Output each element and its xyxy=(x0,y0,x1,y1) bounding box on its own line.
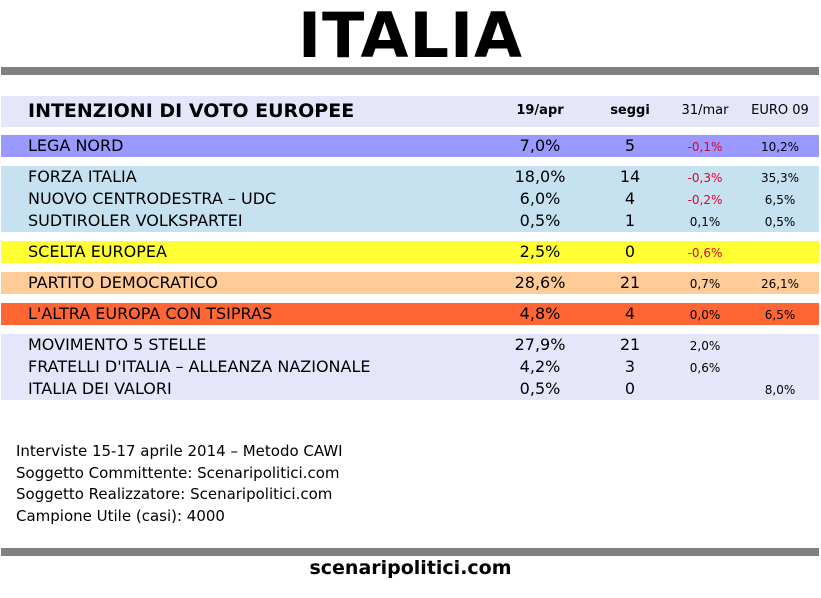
seats: 1 xyxy=(624,211,636,230)
party-group-band xyxy=(1,272,819,294)
seats: 3 xyxy=(624,357,636,376)
note-line: Campione Utile (casi): 4000 xyxy=(16,506,225,525)
party-name: SUDTIROLER VOLKSPARTEI xyxy=(28,211,243,230)
vote-share: 18,0% xyxy=(514,167,566,186)
party-group-band xyxy=(1,334,819,400)
bottom-divider xyxy=(1,548,819,556)
vote-share: 28,6% xyxy=(514,273,566,292)
col-header-19apr: 19/apr xyxy=(516,103,564,118)
party-group-band xyxy=(1,303,819,325)
party-name: PARTITO DEMOCRATICO xyxy=(28,273,218,292)
page-title: ITALIA xyxy=(297,0,524,72)
table-row: ITALIA DEI VALORI 0,5% 0 8,0% xyxy=(0,378,821,400)
party-group-band xyxy=(1,135,819,157)
survey-notes: Interviste 15-17 aprile 2014 – Metodo CA… xyxy=(16,441,343,527)
table-row: SCELTA EUROPEA 2,5% 0 -0,6% xyxy=(0,241,821,263)
party-name: ITALIA DEI VALORI xyxy=(28,379,172,398)
top-divider xyxy=(1,67,819,75)
party-name: SCELTA EUROPEA xyxy=(28,242,167,261)
change-31mar: 0,0% xyxy=(689,308,721,322)
euro09-result: 8,0% xyxy=(764,383,796,397)
seats: 4 xyxy=(624,189,636,208)
vote-share: 4,8% xyxy=(519,304,561,323)
note-line: Interviste 15-17 aprile 2014 – Metodo CA… xyxy=(16,442,343,460)
table-row: FRATELLI D'ITALIA – ALLEANZA NAZIONALE 4,… xyxy=(0,356,821,378)
change-31mar: -0,1% xyxy=(687,140,723,154)
vote-share: 4,2% xyxy=(519,357,561,376)
vote-share: 6,0% xyxy=(519,189,561,208)
table-row: SUDTIROLER VOLKSPARTEI 0,5% 1 0,1% 0,5% xyxy=(0,210,821,232)
table-row: L'ALTRA EUROPA CON TSIPRAS 4,8% 4 0,0% 6,5% xyxy=(0,303,821,325)
seats: 21 xyxy=(619,335,641,354)
table-row: LEGA NORD 7,0% 5 -0,1% 10,2% xyxy=(0,135,821,157)
seats: 14 xyxy=(619,167,641,186)
table-row: PARTITO DEMOCRATICO 28,6% 21 0,7% 26,1% xyxy=(0,272,821,294)
party-name: FORZA ITALIA xyxy=(28,167,137,186)
seats: 4 xyxy=(624,304,636,323)
party-name: MOVIMENTO 5 STELLE xyxy=(28,335,207,354)
seats: 0 xyxy=(624,379,636,398)
euro09-result: 0,5% xyxy=(764,215,796,229)
col-header-seggi: seggi xyxy=(610,103,650,118)
euro09-result: 26,1% xyxy=(760,277,800,291)
party-name: L'ALTRA EUROPA CON TSIPRAS xyxy=(28,304,273,323)
change-31mar: -0,2% xyxy=(687,193,723,207)
vote-share: 27,9% xyxy=(514,335,566,354)
euro09-result: 6,5% xyxy=(764,308,796,322)
note-line: Soggetto Committente: Scenaripolitici.co… xyxy=(16,463,340,482)
party-name: FRATELLI D'ITALIA – ALLEANZA NAZIONALE xyxy=(28,357,371,376)
change-31mar: -0,3% xyxy=(687,171,723,185)
seats: 5 xyxy=(624,136,636,155)
change-31mar: -0,6% xyxy=(687,246,723,260)
euro09-result: 6,5% xyxy=(764,193,796,207)
change-31mar: 2,0% xyxy=(689,339,721,353)
party-name: NUOVO CENTRODESTRA – UDC xyxy=(28,189,277,208)
euro09-result: 10,2% xyxy=(760,140,800,154)
table-row: MOVIMENTO 5 STELLE 27,9% 21 2,0% xyxy=(0,334,821,356)
party-name: LEGA NORD xyxy=(28,136,124,155)
table-row: FORZA ITALIA 18,0% 14 -0,3% 35,3% xyxy=(0,166,821,188)
col-header-31mar: 31/mar xyxy=(681,103,729,118)
note-line: Soggetto Realizzatore: Scenaripolitici.c… xyxy=(16,485,333,503)
seats: 0 xyxy=(624,242,636,261)
change-31mar: 0,6% xyxy=(689,361,721,375)
table-row: NUOVO CENTRODESTRA – UDC 6,0% 4 -0,2% 6,5% xyxy=(0,188,821,210)
vote-share: 7,0% xyxy=(519,136,561,155)
party-group-band xyxy=(1,241,819,263)
change-31mar: 0,7% xyxy=(689,277,721,291)
euro09-result: 35,3% xyxy=(760,171,800,185)
vote-share: 0,5% xyxy=(519,211,561,230)
table-title: INTENZIONI DI VOTO EUROPEE xyxy=(28,100,355,122)
vote-share: 2,5% xyxy=(519,242,561,261)
footer-site: scenaripolitici.com xyxy=(309,557,512,579)
col-header-euro09: EURO 09 xyxy=(751,103,809,118)
party-group-band xyxy=(1,166,819,232)
seats: 21 xyxy=(619,273,641,292)
table-header-band xyxy=(1,96,819,127)
vote-share: 0,5% xyxy=(519,379,561,398)
change-31mar: 0,1% xyxy=(689,215,721,229)
